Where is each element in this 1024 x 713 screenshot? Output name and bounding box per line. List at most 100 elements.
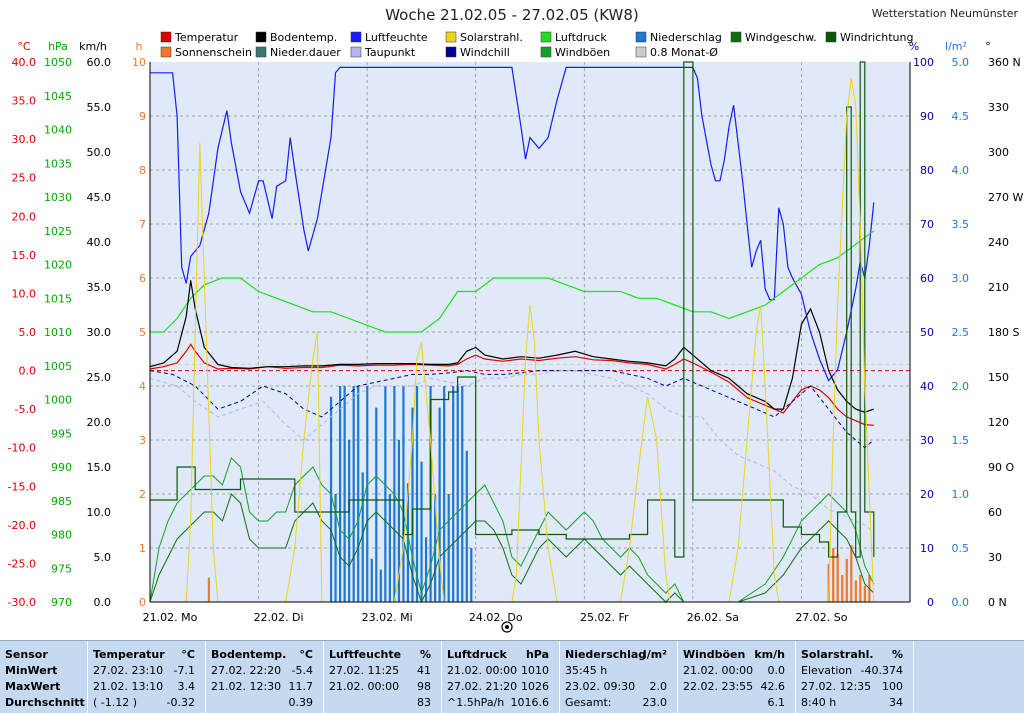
stats-row: 27.02. 23:10 -7.1 <box>93 663 200 679</box>
x-tick-label: 25.02. Fr <box>580 611 629 624</box>
stats-row: 35:45 h <box>565 663 672 679</box>
press-tick-label: 980 <box>51 529 72 542</box>
cursor-marker[interactable] <box>501 621 513 633</box>
legend-swatch <box>255 46 267 58</box>
stats-cell-label: MinWert <box>5 664 58 677</box>
stats-row: 27.02. 22:20 -5.4 <box>211 663 318 679</box>
hours-tick-label: 0 <box>139 596 146 609</box>
dir-tick-label: 150 <box>988 371 1009 384</box>
legend-label: Windchill <box>460 46 510 59</box>
rain-bar <box>375 407 378 602</box>
temp-axis-unit: °C <box>17 40 31 53</box>
dir-tick-label: 30 <box>988 551 1002 564</box>
press-tick-label: 1010 <box>44 326 72 339</box>
legend-label: Niederschlag <box>650 31 722 44</box>
legend-label: Windböen <box>555 46 610 59</box>
rain-bar <box>379 569 382 602</box>
stats-cell-value: -5.4 <box>291 664 313 677</box>
stats-header-label: Luftdruck <box>447 648 507 661</box>
stats-header-unit: °C <box>299 648 313 661</box>
sunshine-bar <box>836 553 839 602</box>
stats-column: Bodentemp. °C 27.02. 22:20 -5.4 21.02. 12:30… <box>206 641 324 713</box>
stats-cell-value: 6.1 <box>767 696 786 709</box>
stats-cell-value: 1026 <box>521 680 549 693</box>
x-tick-label: 21.02. Mo <box>143 611 198 624</box>
rain-tick-label: 5.0 <box>952 56 970 69</box>
hum-tick-label: 20 <box>920 488 934 501</box>
press-tick-label: 985 <box>51 495 72 508</box>
stats-row: 27.02. 12:35 100 <box>801 679 908 695</box>
stats-row: 0.39 <box>211 695 318 711</box>
rain-bar <box>438 407 441 602</box>
rain-bar <box>348 440 351 602</box>
series-windrichtung <box>150 61 875 558</box>
temp-tick-label: -15.0 <box>8 480 36 493</box>
sunshine-bar <box>854 580 857 602</box>
wind-tick-label: 0.0 <box>94 596 112 609</box>
rain-bar <box>411 407 414 602</box>
hum-tick-label: 60 <box>920 272 934 285</box>
wind-tick-label: 20.0 <box>87 416 112 429</box>
stats-cell-value: 41 <box>417 664 431 677</box>
legend-label: Taupunkt <box>364 46 416 59</box>
press-tick-label: 995 <box>51 427 72 440</box>
stats-column: Solarstrahl.% Elevation -40.374 27.02. 12:3… <box>796 641 914 713</box>
hum-tick-label: 90 <box>920 110 934 123</box>
legend-label: Solarstrahl. <box>460 31 523 44</box>
stats-header-label: Bodentemp. <box>211 648 287 661</box>
rain-tick-label: 0.0 <box>952 596 970 609</box>
stats-row: ( -1.12 ) -0.32 <box>93 695 200 711</box>
dir-tick-label: 210 <box>988 281 1009 294</box>
rain-bar <box>366 386 369 602</box>
stats-cell-label: Durchschnitt <box>5 696 85 709</box>
stats-column: Windböen km/h 21.02. 00:00 0.0 22.02. 23:55 4… <box>678 641 796 713</box>
legend-swatch <box>540 46 552 58</box>
rain-bar <box>465 450 468 602</box>
stats-row: 21.02. 00:00 0.0 <box>683 663 790 679</box>
legend-swatch <box>255 31 267 43</box>
stats-cell-value: 11.7 <box>288 680 314 693</box>
stats-cell-label: 27.02. 11:25 <box>329 664 400 677</box>
hum-tick-label: 70 <box>920 218 934 231</box>
stats-cell-label: 21.02. 00:00 <box>329 680 400 693</box>
stats-row: 21.02. 00:00 98 <box>329 679 436 695</box>
legend-swatch <box>445 31 457 43</box>
stats-row: 6.1 <box>683 695 790 711</box>
rain-bar <box>343 386 346 602</box>
x-tick-label: 26.02. Sa <box>687 611 739 624</box>
wind-tick-label: 55.0 <box>87 101 112 114</box>
rain-bar <box>452 386 455 602</box>
legend-swatch <box>825 31 837 43</box>
stats-header-label: Temperatur <box>93 648 165 661</box>
x-tick-label: 23.02. Mi <box>362 611 413 624</box>
temp-tick-label: 30.0 <box>12 133 37 146</box>
stats-header-label: Luftfeuchte <box>329 648 402 661</box>
dir-tick-label: 0 N <box>988 596 1007 609</box>
hum-tick-label: 40 <box>920 380 934 393</box>
press-axis-unit: hPa <box>48 40 68 53</box>
wind-tick-label: 45.0 <box>87 191 112 204</box>
rain-tick-label: 1.5 <box>952 434 970 447</box>
hum-tick-label: 100 <box>913 56 934 69</box>
stats-cell-label: 27.02. 23:10 <box>93 664 164 677</box>
rain-bar <box>329 396 333 602</box>
stats-cell-label: 8:40 h <box>801 696 837 709</box>
stats-header: Bodentemp. °C <box>211 647 318 663</box>
legend-swatch <box>540 31 552 43</box>
series-solarstrahl- <box>150 78 875 603</box>
legend-swatch <box>730 31 742 43</box>
wind-tick-label: 15.0 <box>87 461 112 474</box>
rain-bar <box>388 494 391 602</box>
stats-row: 23.02. 09:30 2.0 <box>565 679 672 695</box>
sunshine-bar <box>859 575 862 602</box>
stats-row: 21.02. 13:10 3.4 <box>93 679 200 695</box>
hours-tick-label: 7 <box>139 218 146 231</box>
dir-tick-label: 90 O <box>988 461 1014 474</box>
sunshine-bar <box>207 577 211 602</box>
x-tick-label: 22.02. Di <box>254 611 304 624</box>
press-tick-label: 1000 <box>44 394 72 407</box>
dir-tick-label: 60 <box>988 506 1002 519</box>
stats-row: 8:40 h 34 <box>801 695 908 711</box>
stats-cell-label: 21.02. 00:00 <box>683 664 754 677</box>
rain-bar <box>361 472 364 602</box>
